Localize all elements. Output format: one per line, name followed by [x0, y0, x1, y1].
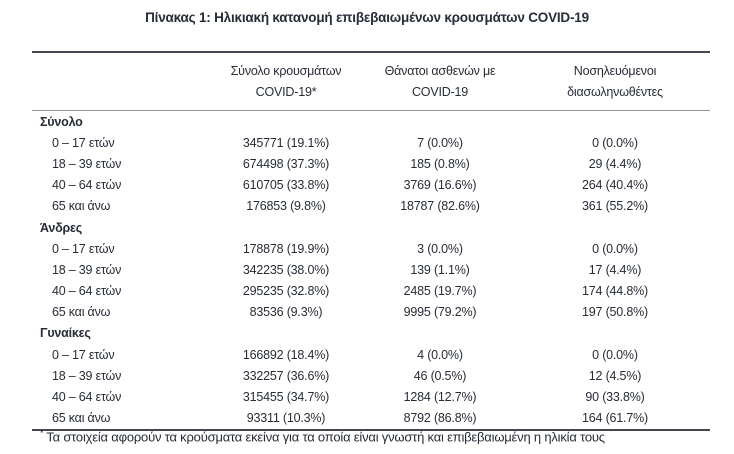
table-row: 65 και άνω 176853 (9.8%) 18787 (82.6%) 3… — [32, 196, 710, 217]
deaths-cell: 46 (0.5%) — [413, 368, 467, 383]
row-label: 40 – 64 ετών — [52, 390, 122, 405]
row-label: 0 – 17 ετών — [52, 135, 115, 150]
column-header-intubated-line1: Νοσηλευόμενοι — [573, 64, 657, 78]
deaths-cell: 3769 (16.6%) — [403, 178, 477, 193]
row-label: 40 – 64 ετών — [52, 284, 122, 299]
deaths-cell: 3 (0.0%) — [417, 241, 463, 256]
deaths-cell: 139 (1.1%) — [410, 262, 470, 277]
footnote: * Τα στοιχεία αφορούν τα κρούσματα εκείνα… — [40, 428, 605, 444]
section-header-men: Άνδρες — [32, 217, 710, 238]
intubated-cell: 197 (50.8%) — [582, 305, 648, 320]
intubated-cell: 0 (0.0%) — [592, 135, 638, 150]
header-bottom-rule — [32, 110, 710, 111]
cases-cell: 295235 (32.8%) — [242, 284, 330, 299]
table-row: 40 – 64 ετών 295235 (32.8%) 2485 (19.7%)… — [32, 281, 710, 302]
column-header-cases: Σύνολο κρουσμάτων COVID-19* — [212, 61, 360, 103]
deaths-cell: 18787 (82.6%) — [400, 199, 480, 214]
intubated-cell: 361 (55.2%) — [582, 199, 648, 214]
row-label: 18 – 39 ετών — [52, 262, 122, 277]
cases-cell: 315455 (34.7%) — [242, 390, 330, 405]
table-row: 40 – 64 ετών 610705 (33.8%) 3769 (16.6%)… — [32, 175, 710, 196]
column-header-cases-line1: Σύνολο κρουσμάτων — [230, 64, 342, 78]
table-row: 0 – 17 ετών 345771 (19.1%) 7 (0.0%) 0 (0… — [32, 132, 710, 153]
row-label: 18 – 39 ετών — [52, 156, 122, 171]
cases-cell: 176853 (9.8%) — [246, 199, 326, 214]
deaths-cell: 4 (0.0%) — [417, 347, 463, 362]
column-header-cases-line2: COVID-19* — [255, 85, 317, 99]
row-label: 65 και άνω — [52, 305, 111, 320]
data-table: Σύνολο κρουσμάτων COVID-19* Θάνατοι ασθε… — [32, 51, 710, 431]
cases-cell: 345771 (19.1%) — [242, 135, 330, 150]
intubated-cell: 164 (61.7%) — [582, 411, 648, 426]
cases-cell: 332257 (36.6%) — [242, 368, 330, 383]
column-header-deaths: Θάνατοι ασθενών με COVID-19 — [360, 61, 520, 103]
intubated-cell: 0 (0.0%) — [592, 347, 638, 362]
row-label: 18 – 39 ετών — [52, 368, 122, 383]
table-row: 18 – 39 ετών 674498 (37.3%) 185 (0.8%) 2… — [32, 153, 710, 174]
intubated-cell: 17 (4.4%) — [588, 262, 642, 277]
table-row: 40 – 64 ετών 315455 (34.7%) 1284 (12.7%)… — [32, 386, 710, 407]
section-label: Σύνολο — [40, 114, 83, 129]
footnote-text: Τα στοιχεία αφορούν τα κρούσματα εκείνα … — [46, 429, 605, 445]
cases-cell: 178878 (19.9%) — [242, 241, 330, 256]
row-label: 40 – 64 ετών — [52, 178, 122, 193]
column-header-intubated: Νοσηλευόμενοι διασωληνωθέντες — [520, 61, 710, 103]
column-header-intubated-line2: διασωληνωθέντες — [567, 85, 663, 99]
deaths-cell: 185 (0.8%) — [410, 156, 470, 171]
section-label: Άνδρες — [40, 220, 83, 235]
table-row: 0 – 17 ετών 166892 (18.4%) 4 (0.0%) 0 (0… — [32, 344, 710, 365]
intubated-cell: 264 (40.4%) — [582, 178, 648, 193]
table-row: 18 – 39 ετών 342235 (38.0%) 139 (1.1%) 1… — [32, 259, 710, 280]
cases-cell: 342235 (38.0%) — [242, 262, 330, 277]
section-label: Γυναίκες — [40, 326, 91, 341]
row-label: 0 – 17 ετών — [52, 241, 115, 256]
cases-cell: 610705 (33.8%) — [242, 178, 330, 193]
intubated-cell: 174 (44.8%) — [582, 284, 648, 299]
deaths-cell: 2485 (19.7%) — [403, 284, 477, 299]
deaths-cell: 8792 (86.8%) — [403, 411, 477, 426]
section-header-women: Γυναίκες — [32, 323, 710, 344]
table-row: 65 και άνω 93311 (10.3%) 8792 (86.8%) 16… — [32, 408, 710, 429]
deaths-cell: 1284 (12.7%) — [403, 390, 477, 405]
deaths-cell: 9995 (79.2%) — [403, 305, 477, 320]
cases-cell: 83536 (9.3%) — [249, 305, 323, 320]
section-header-total: Σύνολο — [32, 111, 710, 132]
row-label: 0 – 17 ετών — [52, 347, 115, 362]
table-header-row: Σύνολο κρουσμάτων COVID-19* Θάνατοι ασθε… — [32, 53, 710, 110]
cases-cell: 674498 (37.3%) — [242, 156, 330, 171]
table-bottom-rule — [32, 428, 710, 431]
table-top-rule — [32, 51, 710, 53]
page-title: Πίνακας 1: Ηλικιακή κατανομή επιβεβαιωμέ… — [145, 10, 589, 25]
row-label: 65 και άνω — [52, 411, 111, 426]
cases-cell: 93311 (10.3%) — [246, 411, 326, 426]
cases-cell: 166892 (18.4%) — [242, 347, 330, 362]
footnote-marker: * — [40, 428, 44, 438]
table-row: 0 – 17 ετών 178878 (19.9%) 3 (0.0%) 0 (0… — [32, 238, 710, 259]
table-row: 65 και άνω 83536 (9.3%) 9995 (79.2%) 197… — [32, 302, 710, 323]
intubated-cell: 29 (4.4%) — [588, 156, 642, 171]
deaths-cell: 7 (0.0%) — [417, 135, 463, 150]
column-header-deaths-line1: Θάνατοι ασθενών με — [384, 64, 496, 78]
table-row: 18 – 39 ετών 332257 (36.6%) 46 (0.5%) 12… — [32, 365, 710, 386]
intubated-cell: 90 (33.8%) — [585, 390, 645, 405]
intubated-cell: 0 (0.0%) — [592, 241, 638, 256]
row-label: 65 και άνω — [52, 199, 111, 214]
intubated-cell: 12 (4.5%) — [588, 368, 642, 383]
column-header-deaths-line2: COVID-19 — [411, 85, 469, 99]
